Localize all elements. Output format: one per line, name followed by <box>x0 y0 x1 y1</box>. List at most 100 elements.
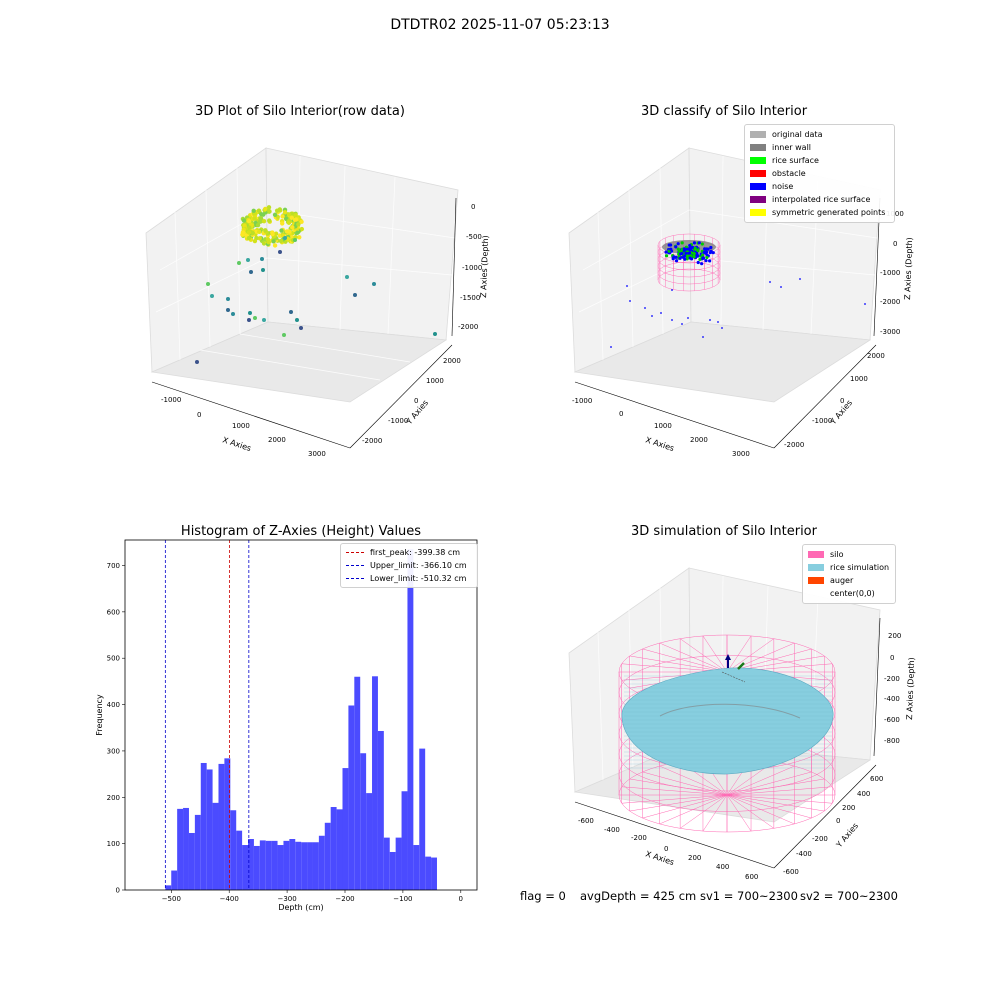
histogram-bar <box>431 857 437 890</box>
histogram-bar <box>212 802 219 890</box>
raw-data-point <box>282 333 286 337</box>
classified-point <box>674 255 678 259</box>
noise-point <box>780 286 782 288</box>
plot1-ztick: -1000 <box>462 264 482 272</box>
classified-point <box>664 254 669 258</box>
histogram-xtick: 0 <box>459 895 463 903</box>
legend-swatch <box>750 131 766 138</box>
legend-entry: first_peak: -399.38 cm <box>346 546 472 559</box>
plot4-zlabel: Z Axies (Depth) <box>905 657 916 720</box>
plot4-xtick: 0 <box>664 845 668 853</box>
histogram-bar <box>312 842 319 890</box>
legend-swatch <box>808 590 824 597</box>
histogram-bar <box>224 758 231 890</box>
plot1-ytick: 2000 <box>443 357 461 365</box>
raw-data-point <box>253 316 257 320</box>
rice-surface-point <box>261 212 266 217</box>
rice-surface-point <box>263 206 268 212</box>
classified-point <box>692 255 696 259</box>
histogram-bar <box>413 845 420 890</box>
histogram-bar <box>230 810 237 890</box>
status-sv2: sv2 = 700~2300 <box>800 889 898 903</box>
classified-point <box>680 241 684 245</box>
plot4-xtick: 200 <box>688 854 701 862</box>
plot1-ztick: -2000 <box>458 323 478 331</box>
rice-surface-point <box>261 218 267 224</box>
rice-surface-point <box>286 220 292 225</box>
raw-data-point <box>206 282 210 286</box>
rice-surface-point <box>299 226 305 232</box>
noise-point <box>799 278 801 280</box>
histogram-ytick: 0 <box>116 887 120 895</box>
legend-entry: auger <box>808 574 890 587</box>
raw-data-point <box>295 318 299 322</box>
rice-surface-point <box>252 216 257 221</box>
classified-point <box>677 249 681 253</box>
classified-point <box>704 247 709 251</box>
plot4-ytick: -600 <box>783 868 799 876</box>
classified-point <box>696 260 700 265</box>
classified-point <box>704 250 709 254</box>
plot4-ztick: -400 <box>884 695 900 703</box>
plot4-ztick: -800 <box>884 737 900 745</box>
histogram-bar <box>342 768 349 890</box>
classified-point <box>688 256 692 260</box>
legend-entry: silo <box>808 548 890 561</box>
plot1-ytick: -2000 <box>362 437 382 445</box>
status-flag: flag = 0 <box>520 889 566 903</box>
plot4-ytick: -200 <box>812 835 828 843</box>
noise-point <box>660 312 662 314</box>
classified-point <box>696 248 700 253</box>
plot4-ztick: -200 <box>884 675 900 683</box>
histogram-bar <box>165 885 172 890</box>
plot4-ztick: -600 <box>884 716 900 724</box>
plot4-ytick: 600 <box>870 775 883 783</box>
legend-entry: Lower_limit: -510.32 cm <box>346 572 472 585</box>
histogram-frame <box>124 539 478 891</box>
plot4-ytick: -400 <box>796 850 812 858</box>
rice-surface-point <box>297 235 302 240</box>
rice-surface-point <box>286 212 292 217</box>
classified-point <box>704 259 708 263</box>
classified-point <box>693 246 697 250</box>
classified-point <box>685 257 689 261</box>
rice-surface-point <box>289 215 294 220</box>
rice-surface-point <box>241 230 246 235</box>
plot2-title: 3D classify of Silo Interior <box>640 104 808 119</box>
noise-point <box>769 281 771 283</box>
plot2-ztick: -2000 <box>880 298 900 306</box>
classified-point <box>664 250 668 254</box>
histogram-bar <box>336 809 343 890</box>
plot1-xtick: 3000 <box>308 450 326 458</box>
raw-data-point <box>226 308 230 312</box>
histogram-bar <box>307 842 313 890</box>
plot2-ztick: -1000 <box>880 269 900 277</box>
classified-point <box>700 242 704 246</box>
plot1-ztick: -1500 <box>460 294 480 302</box>
plot2-ytick: 2000 <box>867 352 885 360</box>
legend-entry: interpolated rice surface <box>750 193 889 206</box>
histogram-ytick: 400 <box>107 701 120 709</box>
classified-point <box>701 253 705 257</box>
plot4-xtick: -600 <box>578 817 594 825</box>
histogram-ytick: 600 <box>107 608 120 616</box>
plot2-xtick: 0 <box>619 410 623 418</box>
classified-point <box>709 245 713 250</box>
legend-entry: rice simulation <box>808 561 890 574</box>
rice-surface-point <box>251 208 256 214</box>
rice-surface-point <box>263 228 268 233</box>
rice-surface-point <box>266 240 271 245</box>
plot4-ztick: 0 <box>890 654 894 662</box>
noise-point <box>702 336 704 338</box>
histogram-bar <box>289 839 296 890</box>
classified-point <box>692 241 697 245</box>
classified-point <box>702 250 706 254</box>
histogram-bar <box>324 822 331 890</box>
raw-data-point <box>289 310 293 314</box>
auger-marker <box>721 654 746 683</box>
legend-entry: original data <box>750 128 889 141</box>
plot1-zlabel: Z Axies (Depth) <box>479 235 490 298</box>
legend-swatch <box>808 577 824 584</box>
histogram-legend: first_peak: -399.38 cm Upper_limit: -366… <box>340 543 478 588</box>
rice-surface-point <box>278 238 284 244</box>
